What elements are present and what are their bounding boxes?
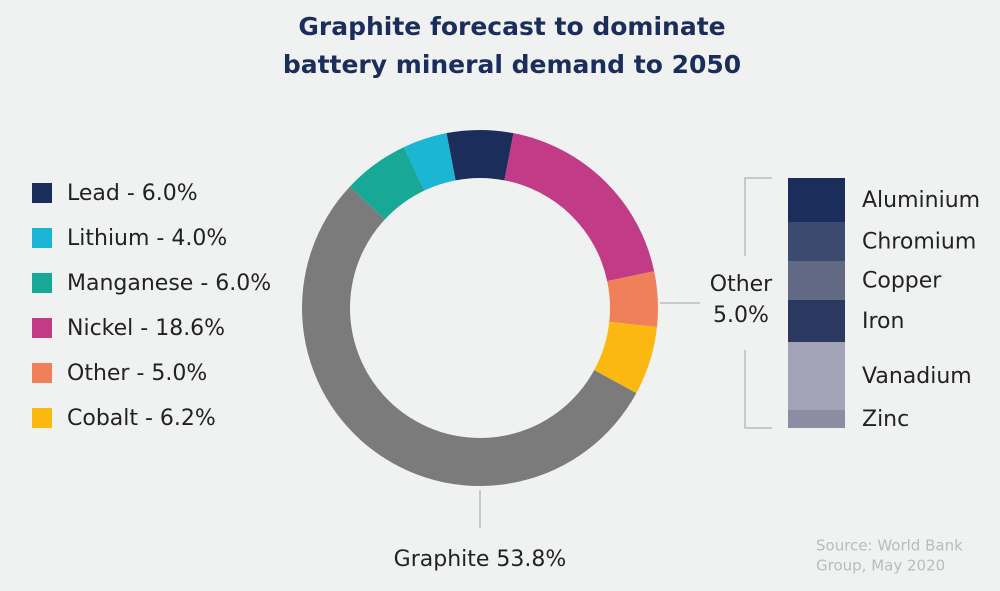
legend-label: Cobalt - 6.2% [67, 406, 216, 431]
donut-slice [594, 321, 657, 394]
source: Group, May 2020 [816, 557, 945, 575]
legend-label: Other - 5.0% [67, 361, 207, 386]
donut-slice [607, 271, 658, 328]
breakdown-label: Vanadium [862, 364, 972, 389]
donut-slice [504, 133, 655, 282]
breakdown-label: Chromium [862, 230, 976, 255]
breakdown-label: Copper [862, 269, 942, 294]
legend-label: Lithium - 4.0% [67, 226, 227, 251]
breakdown-label: Iron [862, 309, 904, 334]
other-label: Other [710, 272, 773, 297]
breakdown-segment [788, 342, 845, 410]
graphite-label: Graphite 53.8% [394, 547, 567, 572]
breakdown-segment [788, 178, 845, 222]
legend-label: Lead - 6.0% [67, 181, 198, 206]
other-value-label: 5.0% [713, 303, 769, 328]
legend-swatch [32, 318, 52, 338]
legend-swatch [32, 228, 52, 248]
breakdown-label: Zinc [862, 407, 909, 432]
chart-title: battery mineral demand to 2050 [283, 50, 741, 79]
legend-label: Manganese - 6.0% [67, 271, 271, 296]
bracket [744, 177, 772, 429]
donut-slice [403, 133, 456, 191]
legend-swatch [32, 408, 52, 428]
breakdown-segment [788, 300, 845, 342]
donut-slice [301, 186, 637, 487]
chart-title: Graphite forecast to dominate [298, 12, 725, 41]
source: Source: World Bank [816, 537, 963, 555]
breakdown-label: Aluminium [862, 188, 980, 213]
breakdown-segment [788, 222, 845, 261]
legend-swatch [32, 273, 52, 293]
breakdown-segment [788, 410, 845, 428]
donut-slice [446, 130, 514, 181]
legend-label: Nickel - 18.6% [67, 316, 225, 341]
breakdown-segment [788, 261, 845, 300]
legend-swatch [32, 183, 52, 203]
legend-swatch [32, 363, 52, 383]
donut-slice [349, 147, 425, 220]
